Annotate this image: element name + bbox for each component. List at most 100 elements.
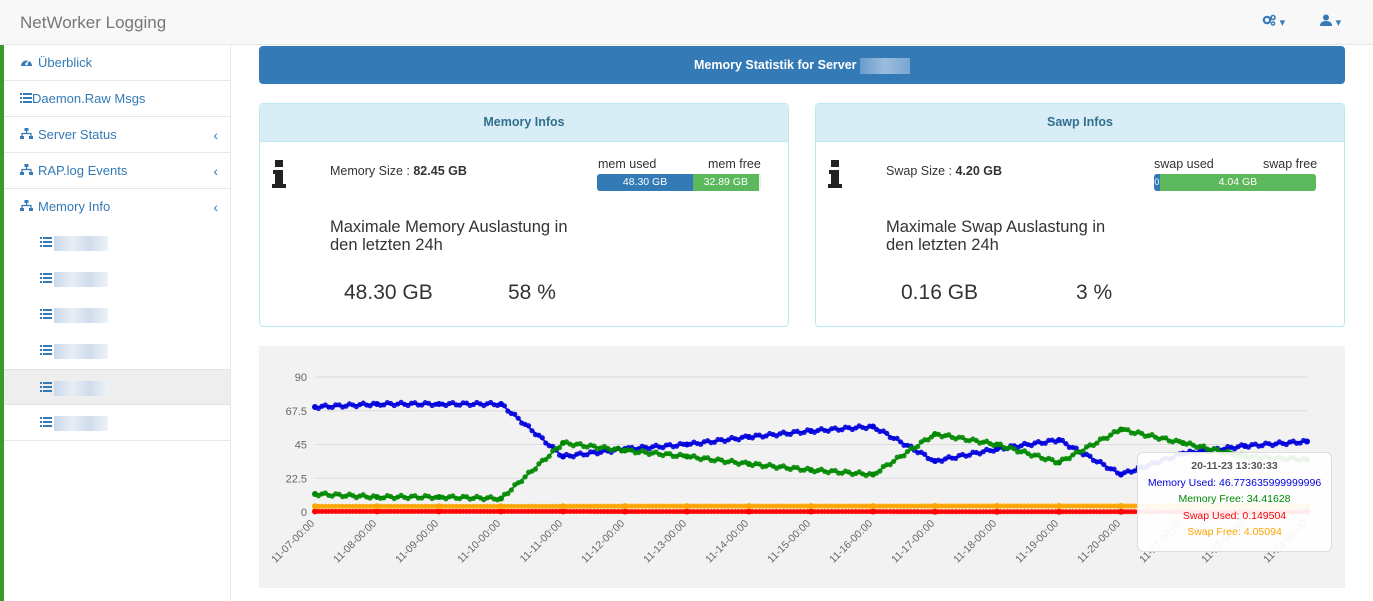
series-point — [1111, 466, 1117, 472]
sidebar-item-label: Memory Info — [38, 199, 111, 214]
x-tick-label: 11-17-00:00 — [889, 518, 937, 566]
y-tick-label: 90 — [295, 372, 307, 384]
x-tick-label: 11-14-00:00 — [703, 518, 751, 566]
chart-tooltip: 20-11-23 13:30:33 Memory Used: 46.773635… — [1137, 452, 1332, 552]
series-point — [577, 441, 583, 447]
series-point — [891, 458, 897, 465]
sidebar-subitem-server[interactable] — [4, 261, 230, 297]
series-point — [536, 461, 542, 467]
y-tick-label: 22.5 — [286, 473, 307, 485]
list-icon — [40, 417, 52, 427]
y-tick-label: 0 — [301, 507, 307, 519]
series-point — [515, 415, 521, 421]
swap-max-percent: 3 % — [1076, 281, 1113, 304]
series-point — [1125, 427, 1131, 433]
redacted-label — [54, 272, 108, 288]
series-point — [501, 403, 508, 409]
x-tick-label: 11-07-00:00 — [269, 518, 317, 566]
series-point — [1108, 432, 1114, 438]
series-point — [1101, 461, 1107, 468]
app-title[interactable]: NetWorker Logging — [20, 13, 167, 32]
memory-max-value: 48.30 GB — [344, 281, 433, 304]
tooltip-memory-used: Memory Used: 46.773635999999996 — [1147, 476, 1322, 489]
swap-size-label: Swap Size : — [886, 164, 956, 178]
mem-used-bar: 48.30 GB — [597, 174, 694, 191]
series-point — [519, 478, 525, 485]
user-menu[interactable]: ▾ — [1320, 14, 1341, 29]
swap-info-panel: Sawp Infos Swap Size : 4.20 GB swap used… — [815, 103, 1345, 327]
series-point — [997, 441, 1004, 447]
sidebar-subitem-server[interactable] — [4, 405, 230, 441]
cogs-icon — [1262, 14, 1276, 26]
series-point — [505, 491, 511, 497]
y-tick-label: 45 — [295, 440, 307, 452]
series-point — [1104, 435, 1110, 442]
series-point — [1070, 452, 1076, 458]
sidebar-item-memory-info[interactable]: Memory Info ‹ — [4, 189, 230, 225]
memory-size: Memory Size : 82.45 GB — [330, 164, 467, 178]
memory-chart[interactable]: 90 67.5 45 22.5 0 11-07-00:00 11-08-00:00 11-09… — [259, 346, 1345, 588]
series-point — [1049, 456, 1055, 463]
panel-header: Memory Infos — [260, 104, 788, 142]
left-accent-bar — [0, 45, 4, 601]
info-icon — [272, 160, 286, 188]
list-icon — [40, 382, 52, 392]
panel-header: Sawp Infos — [816, 104, 1344, 142]
sidebar-item-server-status[interactable]: Server Status ‹ — [4, 117, 230, 153]
top-navbar: NetWorker Logging ▾ ▾ — [0, 0, 1373, 45]
memory-info-panel: Memory Infos Memory Size : 82.45 GB mem … — [259, 103, 789, 327]
series-point — [1066, 455, 1072, 462]
sitemap-icon — [20, 117, 34, 153]
page-title: Memory Statistik for Server — [693, 58, 857, 72]
series-point — [539, 435, 545, 441]
memory-max-text: Maximale Memory Auslastung in den letzte… — [330, 218, 568, 254]
x-tick-label: 11-18-00:00 — [951, 518, 999, 566]
swap-size: Swap Size : 4.20 GB — [886, 164, 1002, 178]
chevron-down-icon: ▾ — [1279, 17, 1286, 29]
series-point — [1214, 446, 1221, 453]
list-icon — [40, 345, 52, 355]
redacted-label — [54, 381, 108, 397]
series-point — [1163, 435, 1169, 441]
x-tick-label: 11-20-00:00 — [1075, 518, 1123, 566]
swap-free-bar: 4.04 GB — [1159, 174, 1316, 191]
series-point — [901, 453, 907, 459]
dashboard-icon — [20, 45, 34, 81]
series-point — [887, 462, 893, 468]
tooltip-swap-free: Swap Free: 4.05094 — [1187, 526, 1282, 538]
series-point — [1063, 441, 1069, 447]
swap-used-label: swap used — [1154, 157, 1214, 171]
series-point — [915, 443, 921, 450]
sidebar-subitem-server[interactable] — [4, 225, 230, 261]
sidebar-item-label: Daemon.Raw Msgs — [32, 91, 146, 106]
sidebar-item-rap-log-events[interactable]: RAP.log Events ‹ — [4, 153, 230, 189]
sidebar-subitem-server[interactable] — [4, 297, 230, 333]
series-point — [512, 411, 518, 417]
redacted-label — [54, 344, 108, 360]
sidebar-subitem-server-active[interactable] — [4, 369, 230, 405]
y-tick-label: 67.5 — [286, 406, 307, 418]
redacted-server-name — [860, 57, 911, 74]
series-point — [1132, 468, 1138, 474]
series-point — [959, 434, 966, 441]
x-tick-label: 11-13-00:00 — [641, 518, 689, 566]
memory-chart-svg: 90 67.5 45 22.5 011-07-00:00 11-08-00:00 11-09… — [269, 372, 1310, 566]
series-point — [922, 451, 928, 457]
sidebar-item-label: RAP.log Events — [38, 163, 128, 178]
series-point — [894, 435, 900, 441]
series-point — [1011, 446, 1017, 452]
sidebar-subitem-server[interactable] — [4, 333, 230, 369]
series-point — [897, 439, 904, 445]
series-point — [705, 455, 711, 461]
sitemap-icon — [20, 153, 34, 189]
series-point — [966, 452, 973, 458]
sidebar-item-ueberblick[interactable]: Überblick — [4, 45, 230, 81]
series-point — [1056, 459, 1062, 466]
user-icon — [1320, 14, 1332, 26]
settings-menu[interactable]: ▾ — [1262, 14, 1285, 29]
sidebar-item-daemon-raw-msgs[interactable]: Daemon.Raw Msgs — [4, 81, 230, 117]
redacted-label — [54, 308, 108, 324]
series-point — [1035, 452, 1041, 458]
tooltip-title: 20-11-23 13:30:33 — [1191, 460, 1278, 472]
series-point — [508, 487, 514, 493]
